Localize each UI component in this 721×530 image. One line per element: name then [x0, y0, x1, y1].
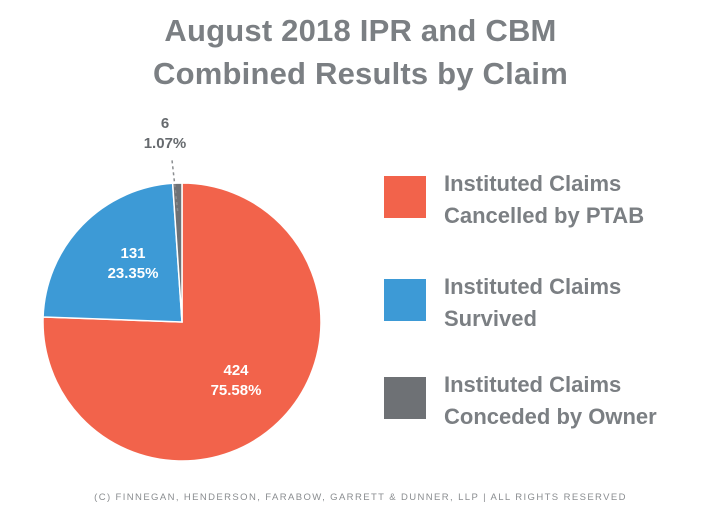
legend-label-line: Cancelled by PTAB	[444, 203, 645, 228]
legend-label: Instituted Claims Survived	[444, 271, 714, 335]
legend-swatch	[384, 176, 426, 218]
legend-item: Instituted Claims Cancelled by PTAB	[384, 168, 704, 228]
legend-item: Instituted Claims Survived	[384, 271, 704, 331]
legend-label-line: Survived	[444, 306, 537, 331]
leader-line	[171, 159, 179, 212]
copyright-footer: (c) Finnegan, Henderson, Farabow, Garret…	[94, 492, 627, 503]
slice-percent-label: 23.35%	[108, 265, 159, 282]
slice-percent-label: 75.58%	[211, 382, 262, 399]
slice-value-label: 424	[223, 362, 249, 379]
legend-swatch	[384, 279, 426, 321]
legend-label-line: Instituted Claims	[444, 372, 622, 397]
pie-slice-2	[42, 182, 183, 323]
chart-title-line-2: Combined Results by Claim	[153, 56, 568, 91]
legend-label: Instituted Claims Cancelled by PTAB	[444, 168, 714, 232]
slice-value-label: 131	[120, 245, 145, 262]
slice-value-label: 6	[161, 115, 169, 132]
legend-label-line: Conceded by Owner	[444, 404, 657, 429]
legend-label: Instituted Claims Conceded by Owner	[444, 369, 714, 433]
legend-label-line: Instituted Claims	[444, 171, 622, 196]
legend-swatch	[384, 377, 426, 419]
pie-slice-3	[171, 182, 183, 323]
slice-percent-label: 1.07%	[144, 135, 187, 152]
chart-title-line-1: August 2018 IPR and CBM	[164, 13, 557, 48]
legend-item: Instituted Claims Conceded by Owner	[384, 369, 704, 429]
legend-label-line: Instituted Claims	[444, 274, 622, 299]
